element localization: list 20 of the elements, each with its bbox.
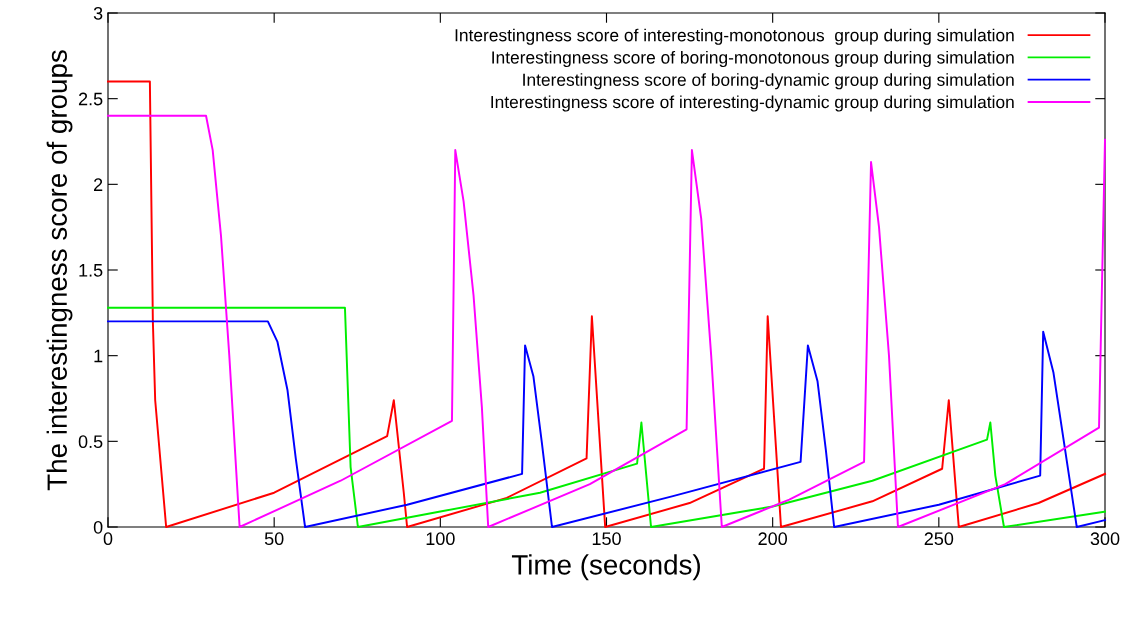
legend-label: Interestingness score of boring-dynamic group during simulation	[523, 73, 1014, 90]
x-tick-label: 250	[924, 532, 954, 546]
y-tick-label: 0.5	[78, 435, 103, 449]
y-axis-title: The interestingness score of groups	[46, 50, 73, 491]
x-tick-label: 50	[264, 532, 284, 546]
y-tick-label: 2	[94, 178, 103, 191]
y-tick-label: 0	[93, 520, 103, 534]
legend-label: Interestingness score of interesting-dynamic group during simulation	[491, 95, 1014, 112]
y-tick-label: 1.5	[79, 264, 103, 277]
x-axis-title: Time (seconds)	[511, 554, 700, 581]
x-tick-label: 0	[103, 532, 113, 546]
y-tick-label: 3	[93, 6, 103, 20]
legend-label: Interestingness score of boring-monotonous group during simulation	[492, 50, 1014, 68]
x-tick-label: 150	[592, 532, 621, 546]
legend-label: Interestingness score of interesting-monotonous group during simulation	[455, 28, 1014, 45]
x-tick-label: 100	[426, 532, 455, 546]
x-tick-label: 300	[1090, 532, 1120, 546]
x-tick-label: 200	[758, 532, 788, 546]
y-tick-label: 1	[94, 349, 103, 363]
y-tick-label: 2.5	[78, 92, 103, 106]
